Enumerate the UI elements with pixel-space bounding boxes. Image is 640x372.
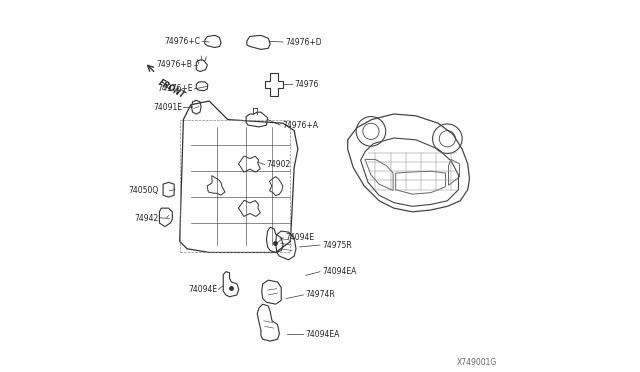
- Text: 74976: 74976: [294, 80, 319, 89]
- Text: FRONT: FRONT: [157, 78, 187, 100]
- Text: 74094EA: 74094EA: [305, 330, 340, 339]
- Text: 74974R: 74974R: [305, 291, 335, 299]
- Text: 74094E: 74094E: [188, 285, 218, 294]
- Text: 74976+B: 74976+B: [157, 60, 193, 70]
- Text: 74976+E: 74976+E: [157, 84, 193, 93]
- Text: 74942: 74942: [134, 214, 159, 223]
- Text: X749001G: X749001G: [457, 358, 497, 367]
- Text: 74094EA: 74094EA: [322, 267, 356, 276]
- Text: 74976+C: 74976+C: [164, 37, 200, 46]
- Text: 74976+D: 74976+D: [285, 38, 321, 46]
- Text: 74975R: 74975R: [322, 241, 351, 250]
- Text: 74902: 74902: [266, 160, 291, 169]
- Text: 74094E: 74094E: [285, 233, 314, 242]
- Text: 74050Q: 74050Q: [129, 186, 159, 195]
- Text: 74091E: 74091E: [154, 103, 182, 112]
- Text: 74976+A: 74976+A: [282, 121, 318, 129]
